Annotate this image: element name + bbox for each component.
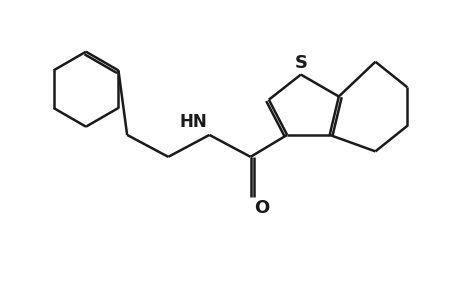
- Text: S: S: [294, 54, 307, 72]
- Text: O: O: [254, 200, 269, 217]
- Text: HN: HN: [179, 113, 207, 131]
